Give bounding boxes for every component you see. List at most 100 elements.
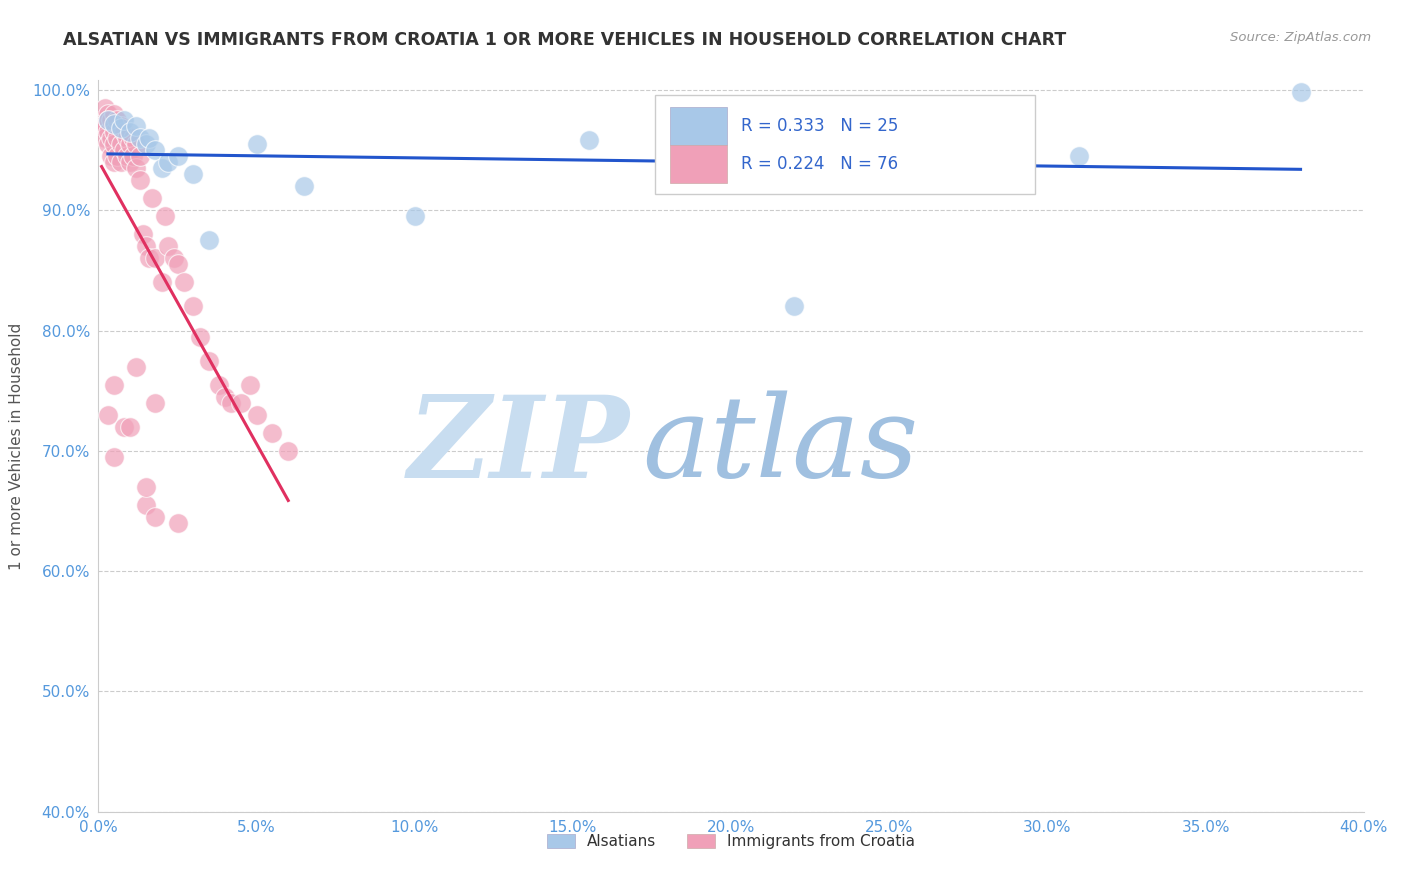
Point <box>110 121 132 136</box>
Point <box>125 136 148 151</box>
Point <box>100 149 122 163</box>
Point <box>103 155 125 169</box>
Point <box>120 419 141 434</box>
Point <box>107 113 129 128</box>
Point <box>103 117 125 131</box>
Point <box>166 516 188 530</box>
Point <box>128 173 150 187</box>
Point <box>135 136 157 151</box>
Point <box>97 107 120 121</box>
Point <box>246 408 269 422</box>
Point <box>110 119 132 133</box>
Point <box>103 136 125 151</box>
Point <box>163 252 186 266</box>
Point <box>145 143 166 157</box>
Point <box>110 136 132 151</box>
Point <box>103 450 125 464</box>
Text: R = 0.224   N = 76: R = 0.224 N = 76 <box>741 155 898 173</box>
Point <box>198 353 221 368</box>
Point <box>112 143 135 157</box>
Point <box>183 300 205 314</box>
Point <box>145 252 166 266</box>
Point <box>188 329 211 343</box>
Point <box>132 227 155 242</box>
Point <box>97 113 120 128</box>
Point <box>125 119 148 133</box>
Point <box>110 155 132 169</box>
Point <box>783 300 806 314</box>
Text: ZIP: ZIP <box>408 391 630 501</box>
Point <box>120 125 141 139</box>
Point <box>1067 149 1090 163</box>
Point <box>107 131 129 145</box>
Point <box>183 167 205 181</box>
Point <box>97 408 120 422</box>
Point <box>141 191 163 205</box>
Point <box>103 125 125 139</box>
Point <box>97 113 120 128</box>
Point <box>150 161 173 175</box>
Point <box>120 155 141 169</box>
Point <box>93 119 117 133</box>
Point <box>122 131 145 145</box>
Point <box>125 359 148 374</box>
Point <box>166 149 188 163</box>
Point <box>115 149 138 163</box>
Point <box>877 167 900 181</box>
Point <box>292 179 315 194</box>
Point <box>112 125 135 139</box>
Point <box>208 377 231 392</box>
Point <box>246 136 269 151</box>
Point <box>103 377 125 392</box>
Text: ALSATIAN VS IMMIGRANTS FROM CROATIA 1 OR MORE VEHICLES IN HOUSEHOLD CORRELATION : ALSATIAN VS IMMIGRANTS FROM CROATIA 1 OR… <box>63 31 1067 49</box>
Point <box>578 133 600 147</box>
Point <box>128 149 150 163</box>
FancyBboxPatch shape <box>655 95 1035 194</box>
Point <box>404 209 426 223</box>
Point <box>112 419 135 434</box>
Point <box>138 131 160 145</box>
Point <box>157 155 180 169</box>
Point <box>93 101 117 115</box>
Point <box>90 119 112 133</box>
Point <box>173 276 195 290</box>
Point <box>135 239 157 253</box>
Point <box>988 131 1011 145</box>
Point <box>157 239 180 253</box>
Point <box>107 149 129 163</box>
Point <box>100 131 122 145</box>
Point <box>115 131 138 145</box>
Point <box>214 390 236 404</box>
Point <box>122 149 145 163</box>
Point <box>135 480 157 494</box>
Point <box>93 131 117 145</box>
Point <box>153 209 176 223</box>
Point <box>97 136 120 151</box>
FancyBboxPatch shape <box>671 107 727 145</box>
Y-axis label: 1 or more Vehicles in Household: 1 or more Vehicles in Household <box>8 322 24 570</box>
Point <box>229 395 252 409</box>
Point <box>120 136 141 151</box>
Point <box>277 443 299 458</box>
Point <box>138 252 160 266</box>
Legend: Alsatians, Immigrants from Croatia: Alsatians, Immigrants from Croatia <box>541 828 921 855</box>
Text: Source: ZipAtlas.com: Source: ZipAtlas.com <box>1230 31 1371 45</box>
FancyBboxPatch shape <box>671 145 727 184</box>
Point <box>198 233 221 247</box>
Point <box>145 510 166 524</box>
Point <box>145 395 166 409</box>
Point <box>112 113 135 128</box>
Point <box>100 113 122 128</box>
Point <box>166 257 188 271</box>
Point <box>239 377 262 392</box>
Point <box>219 395 243 409</box>
Point <box>262 425 284 440</box>
Text: atlas: atlas <box>643 391 920 501</box>
Point <box>128 131 150 145</box>
Point <box>97 125 120 139</box>
Point <box>103 107 125 121</box>
Point <box>125 161 148 175</box>
Point <box>150 276 173 290</box>
Point <box>135 498 157 512</box>
Text: R = 0.333   N = 25: R = 0.333 N = 25 <box>741 117 898 135</box>
